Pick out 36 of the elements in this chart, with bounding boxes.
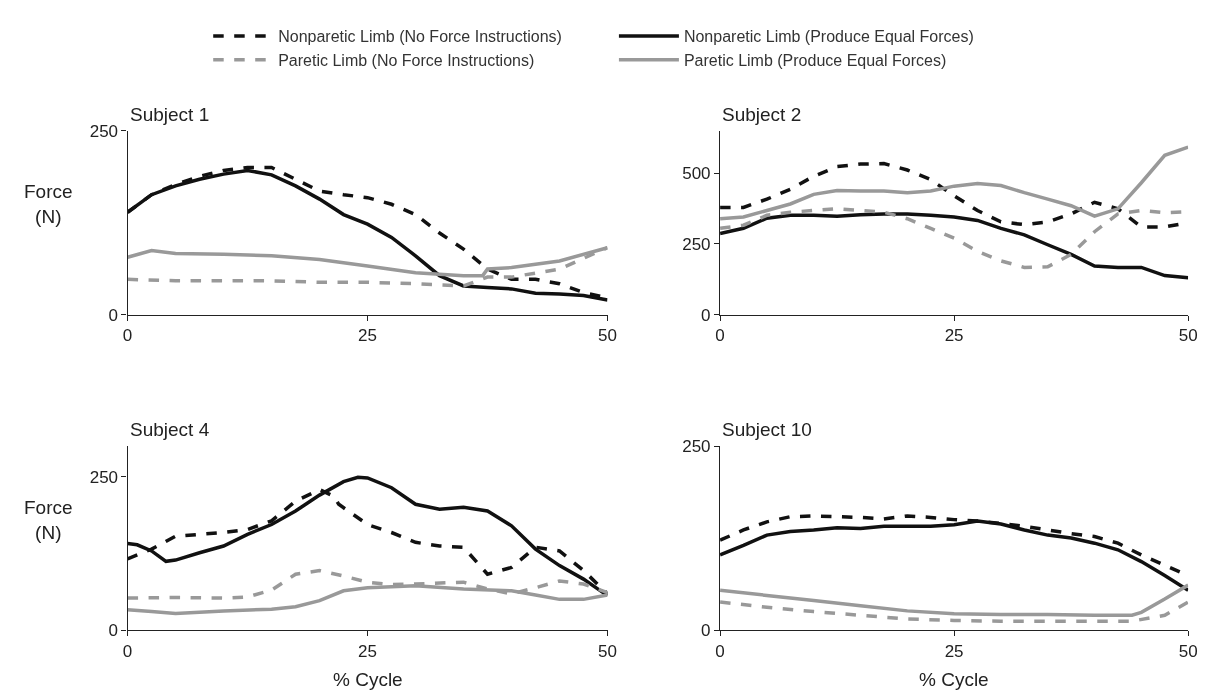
y-tick-label: 500: [682, 164, 711, 184]
legend-label: Paretic Limb (Produce Equal Forces): [683, 51, 947, 69]
legend-label: Nonparetic Limb (No Force Instructions): [278, 28, 562, 46]
y-axis-title: Force (N): [24, 181, 73, 227]
y-tick-label: 250: [89, 467, 119, 487]
chart-title: Subject 2: [722, 104, 802, 125]
line-series: [720, 600, 1189, 623]
x-tick-label: 25: [944, 326, 964, 346]
line-series: [720, 212, 1189, 280]
y-tick-label: 0: [701, 620, 711, 640]
x-tick-label: 25: [358, 641, 377, 661]
y-tick-label: 0: [108, 305, 119, 325]
x-tick-label: 50: [1178, 326, 1198, 346]
x-tick-label: 0: [122, 326, 133, 346]
x-tick-label: 50: [1178, 641, 1198, 661]
x-tick-label: 0: [715, 641, 725, 661]
chart-title: Subject 10: [722, 419, 812, 440]
x-tick-label: 0: [122, 641, 133, 661]
y-tick-label: 250: [682, 234, 711, 254]
legend-label: Nonparetic Limb (Produce Equal Forces): [683, 28, 974, 46]
legend-label: Paretic Limb (No Force Instructions): [278, 51, 535, 69]
x-tick-label: 50: [598, 326, 617, 346]
x-axis-title: % Cycle: [919, 669, 989, 690]
x-tick-label: 25: [944, 641, 964, 661]
y-tick-label: 0: [701, 305, 711, 325]
chart-title: Subject 1: [130, 104, 210, 125]
y-tick-label: 0: [108, 620, 119, 640]
y-axis-title: Force (N): [24, 497, 73, 543]
line-series: [720, 583, 1189, 618]
x-tick-label: 25: [358, 326, 377, 346]
x-tick-label: 0: [715, 326, 725, 346]
x-axis-title: % Cycle: [333, 669, 403, 690]
chart-title: Subject 4: [130, 419, 210, 440]
x-tick-label: 50: [598, 641, 617, 661]
y-tick-label: 250: [89, 121, 119, 141]
y-tick-label: 250: [682, 437, 711, 456]
